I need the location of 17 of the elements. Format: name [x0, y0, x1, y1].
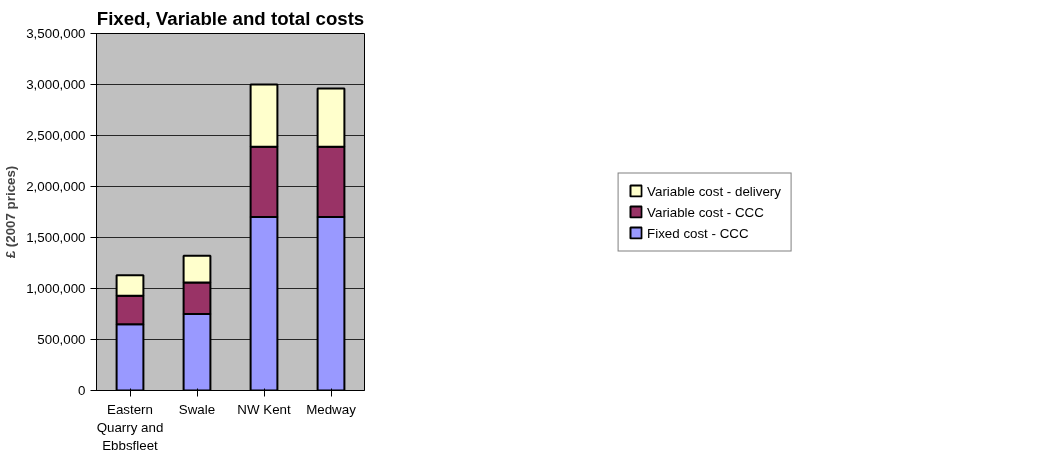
y-tick-label: 0 — [78, 383, 86, 398]
y-tick-label: 1,500,000 — [26, 230, 86, 245]
legend-label: Variable cost - CCC — [647, 204, 764, 219]
x-tick-label: Medway — [306, 401, 357, 417]
y-tick-label: 1,000,000 — [26, 281, 86, 296]
x-tick-label: Swale — [178, 401, 216, 417]
y-tick-label: 2,000,000 — [26, 179, 86, 194]
y-tick-label: 500,000 — [37, 332, 86, 347]
legend-label: Variable cost - delivery — [647, 183, 781, 198]
x-tick-label: Eastern Quarry and Ebbsfleet — [96, 401, 164, 453]
y-tick-label: 3,500,000 — [26, 26, 86, 41]
chart-title: Fixed, Variable and total costs — [96, 7, 365, 29]
y-tick-label: 2,500,000 — [26, 128, 86, 143]
legend-label: Fixed cost - CCC — [647, 225, 749, 240]
y-axis-title: £ (2007 prices) — [3, 165, 19, 259]
x-tick-label: NW Kent — [237, 401, 291, 417]
y-tick-label: 3,000,000 — [26, 77, 86, 92]
